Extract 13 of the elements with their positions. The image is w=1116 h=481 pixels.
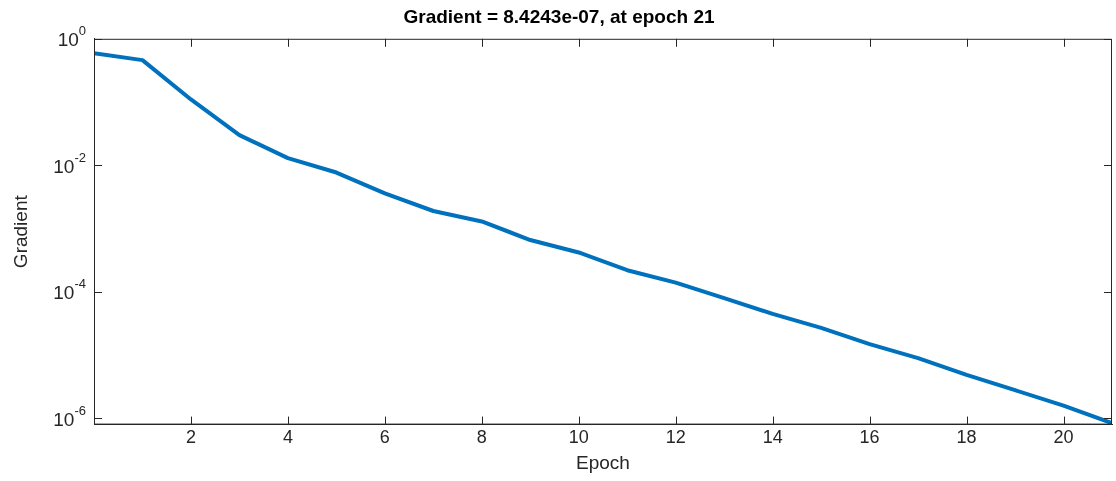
y-axis-title: Gradient [9,194,31,269]
chart-title: Gradient = 8.4243e-07, at epoch 21 [403,5,715,27]
x-tick-label: 12 [665,427,686,448]
x-axis-title: Epoch [576,451,630,473]
x-tick-label: 18 [956,427,977,448]
x-tick-label: 16 [859,427,880,448]
x-tick-label: 4 [282,427,293,448]
x-tick-label: 2 [185,427,196,448]
x-tick-label: 6 [379,427,390,448]
x-tick-label: 20 [1053,427,1074,448]
x-tick-label: 14 [762,427,783,448]
x-tick-label: 8 [476,427,487,448]
x-tick-label: 10 [568,427,589,448]
